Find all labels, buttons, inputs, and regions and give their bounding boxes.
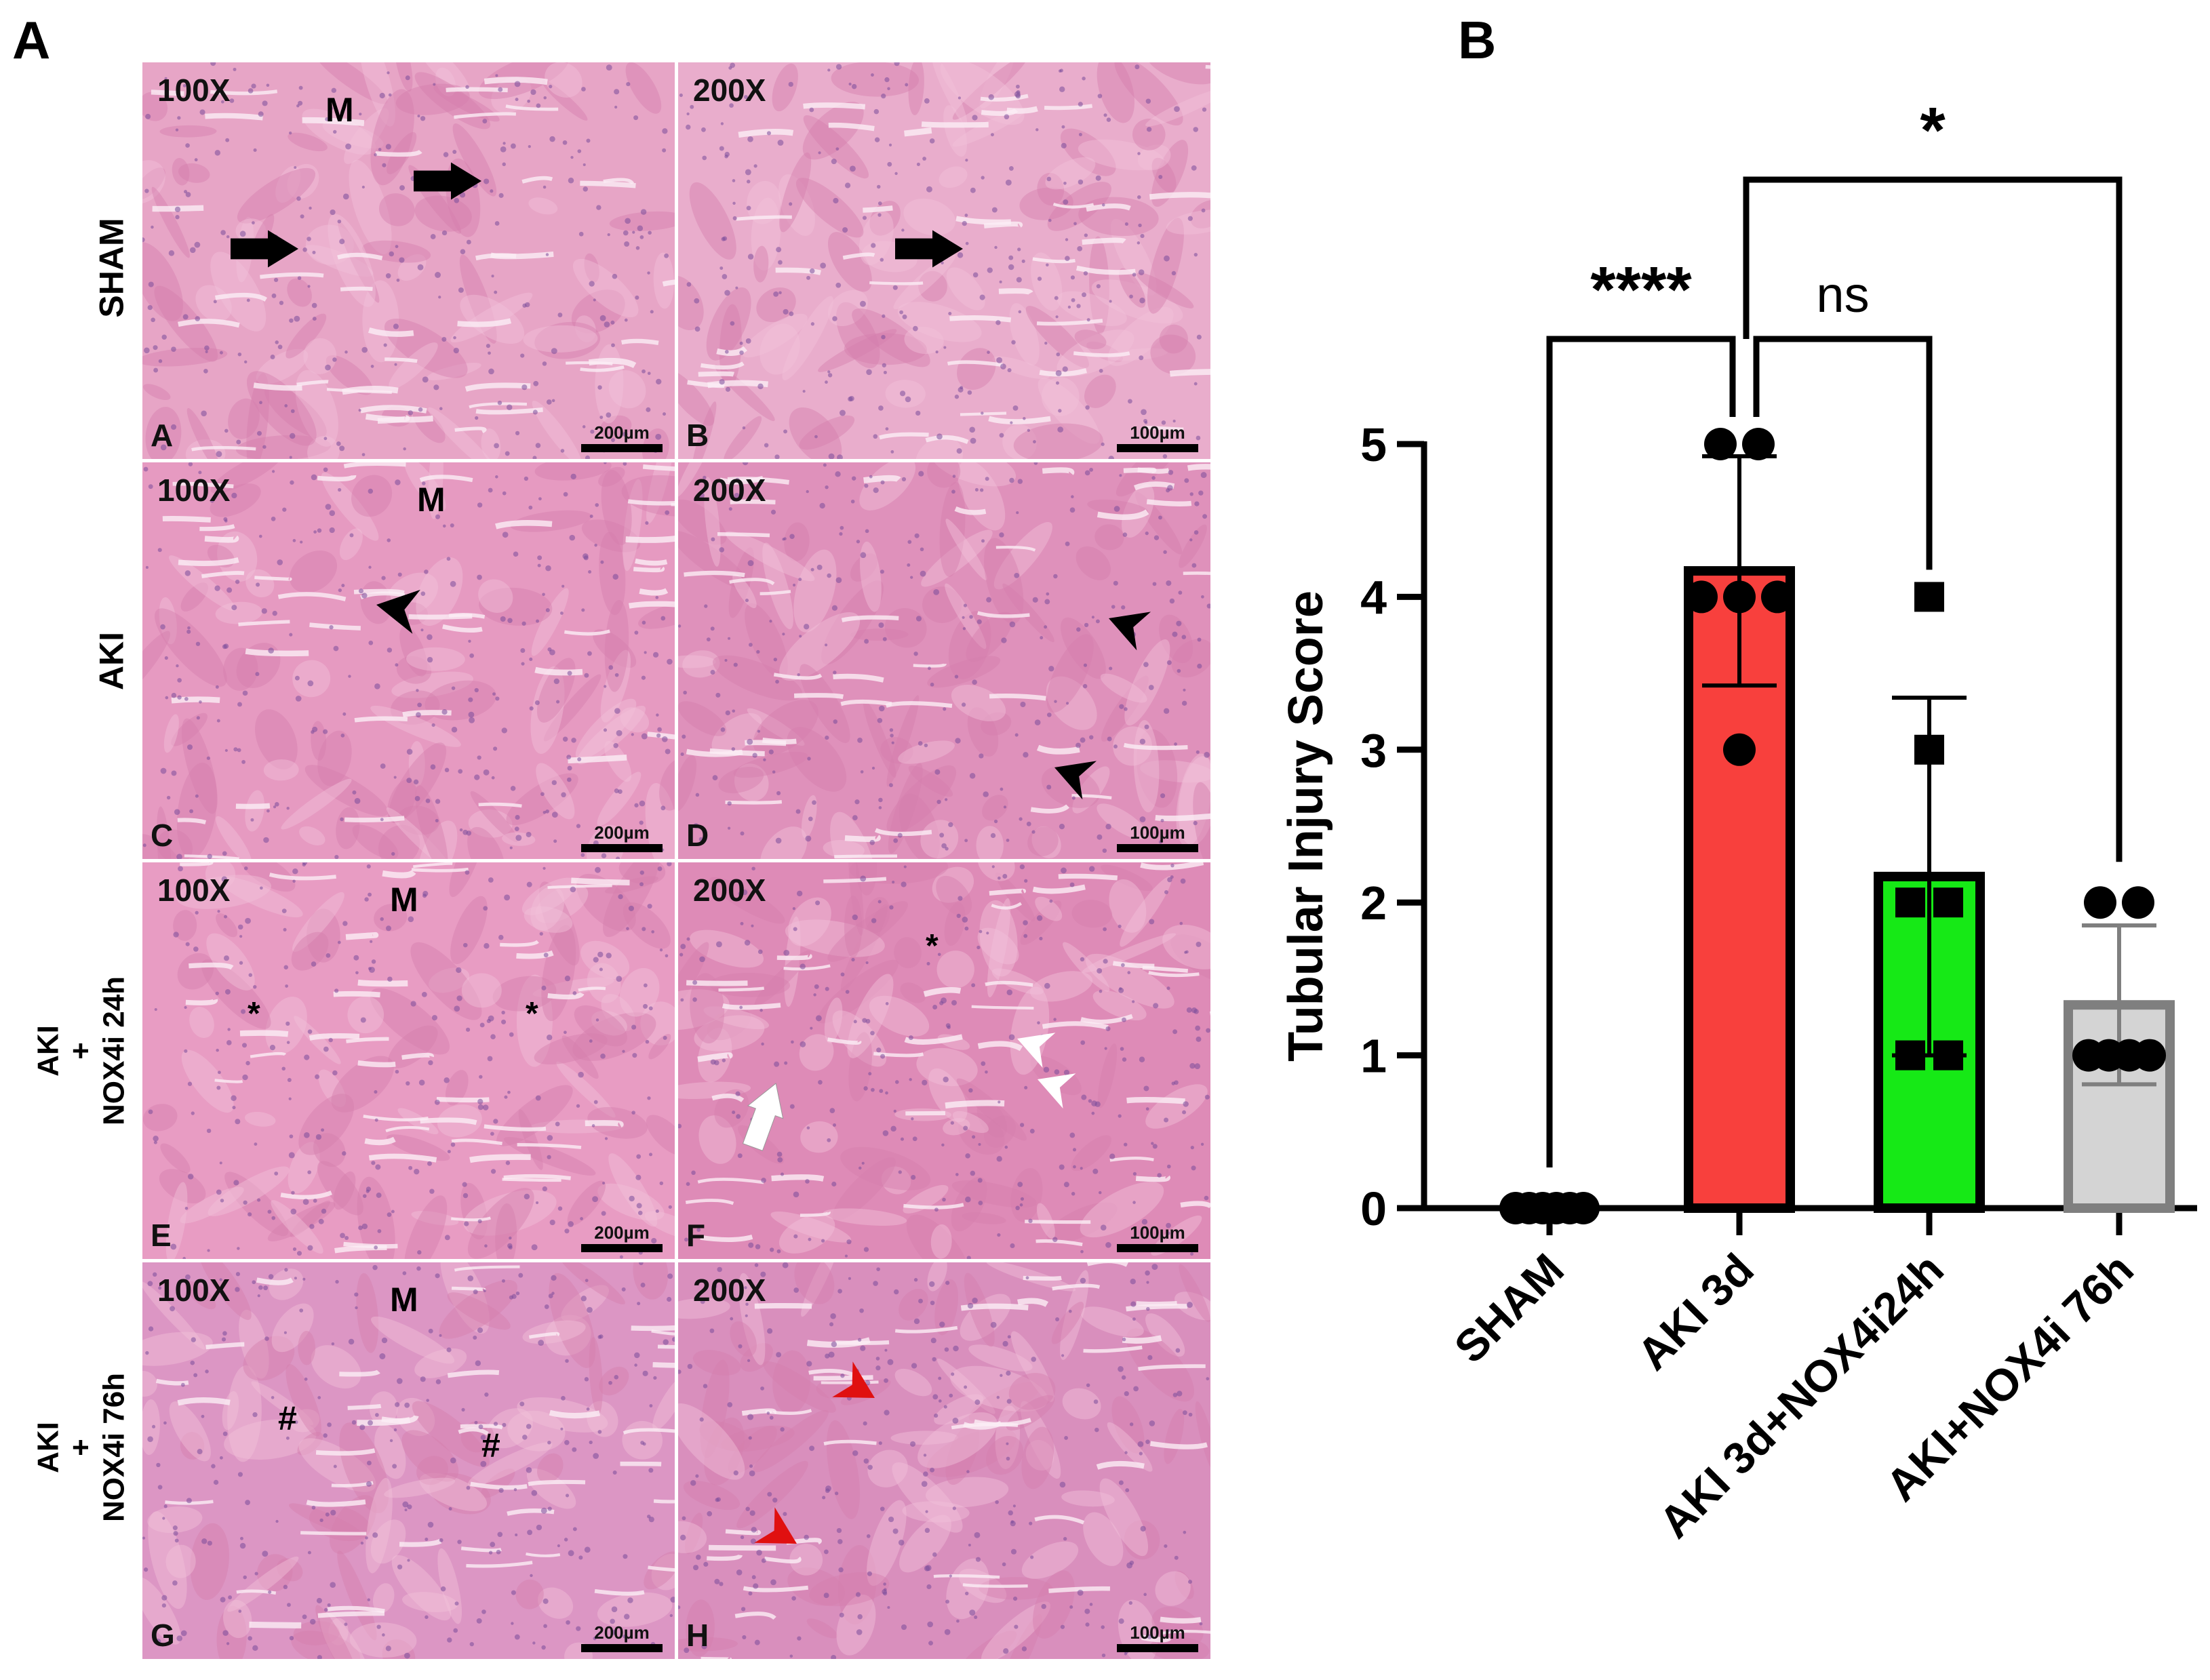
micrograph-e: 100X M * * E 200µm (142, 862, 675, 1259)
data-point (1685, 580, 1718, 614)
data-point (1742, 428, 1775, 460)
magnification-label: 100X (157, 1273, 231, 1308)
region-label-medulla: M (417, 481, 446, 519)
scale-bar: 100µm (1117, 824, 1198, 852)
x-tick-label: SHAM (1444, 1244, 1573, 1373)
arrow-icon (414, 162, 481, 200)
y-tick-label: 3 (1360, 724, 1387, 777)
data-point (1567, 1192, 1600, 1224)
arrowhead-icon (1054, 761, 1097, 800)
magnification-label: 100X (157, 873, 231, 908)
data-point (1895, 1040, 1925, 1071)
magnification-label: 200X (693, 473, 766, 508)
subpanel-letter: F (686, 1218, 706, 1253)
arrowhead-icon (376, 589, 420, 634)
asterisk-marker: * (248, 996, 260, 1032)
asterisk-marker: * (526, 996, 538, 1032)
region-label-medulla: M (325, 91, 354, 129)
region-label-medulla: M (390, 1281, 418, 1319)
scale-bar: 100µm (1117, 1624, 1198, 1652)
subpanel-letter: H (686, 1618, 709, 1653)
scale-bar: 200µm (581, 1224, 663, 1252)
arrow-icon (895, 230, 963, 268)
micrograph-a: 100X M A 200µm (142, 62, 675, 459)
hash-marker: # (278, 1399, 297, 1437)
panel-b-label: B (1458, 10, 1497, 70)
micrograph-g: 100X M # # G 200µm (142, 1262, 675, 1659)
subpanel-letter: D (686, 818, 709, 853)
data-point (1761, 580, 1794, 614)
micrograph-d: 200X D 100µm (678, 462, 1210, 859)
scale-bar: 200µm (581, 824, 663, 852)
magnification-label: 200X (693, 1273, 766, 1308)
arrow-icon (742, 1083, 784, 1151)
magnification-label: 100X (157, 473, 231, 508)
subpanel-letter: A (151, 418, 174, 453)
data-point (1704, 428, 1737, 460)
significance-label: ns (1816, 266, 1869, 323)
tissue-texture (142, 1262, 675, 1659)
data-point (1723, 580, 1756, 614)
significance-bracket (1743, 176, 2123, 862)
region-label-medulla: M (390, 881, 418, 919)
tissue-texture (142, 862, 675, 1259)
magnification-label: 200X (693, 73, 766, 108)
tissue-texture (678, 862, 1210, 1259)
micrograph-f: 200X * F 100µm (678, 862, 1210, 1259)
significance-label: **** (1590, 254, 1692, 326)
asterisk-marker: * (926, 928, 939, 964)
significance-bracket (1753, 336, 1933, 570)
scale-bar: 200µm (581, 1624, 663, 1652)
data-point (1723, 733, 1756, 766)
arrowhead-icon (832, 1361, 875, 1398)
data-point (2122, 886, 2154, 919)
micrograph-c: 100X M C 200µm (142, 462, 675, 859)
subpanel-letter: B (686, 418, 709, 453)
arrowhead-icon (1038, 1073, 1076, 1108)
subpanel-letter: C (151, 818, 174, 853)
y-tick-label: 2 (1360, 877, 1387, 929)
micrograph-b: 200X B 100µm (678, 62, 1210, 459)
x-tick-label: AKI 3d (1627, 1244, 1763, 1380)
arrowhead-icon (1017, 1033, 1056, 1068)
scale-bar: 100µm (1117, 1224, 1198, 1252)
data-point (1895, 887, 1925, 918)
significance-label: * (1920, 94, 1946, 167)
data-point (1914, 582, 1944, 612)
y-axis-label: Tubular Injury Score (1279, 591, 1333, 1062)
tissue-texture (678, 462, 1210, 859)
data-point (2084, 886, 2116, 919)
arrowhead-icon (1109, 612, 1151, 651)
tissue-texture (142, 62, 675, 459)
subpanel-letter: G (151, 1618, 175, 1653)
scale-bar: 200µm (581, 424, 663, 452)
significance-bracket (1546, 336, 1736, 1167)
magnification-label: 100X (157, 73, 231, 108)
tissue-texture (678, 1262, 1210, 1659)
y-tick-label: 1 (1360, 1030, 1387, 1083)
panel-a-label: A (12, 10, 51, 70)
arrow-icon (231, 230, 298, 268)
micrograph-h: 200X H 100µm (678, 1262, 1210, 1659)
hash-marker: # (481, 1426, 500, 1464)
data-point (1933, 1040, 1963, 1071)
magnification-label: 200X (693, 873, 766, 908)
tissue-texture (142, 462, 675, 859)
y-tick-label: 5 (1360, 418, 1387, 471)
subpanel-letter: E (151, 1218, 172, 1253)
y-tick-label: 4 (1360, 571, 1387, 624)
data-point (1933, 887, 1963, 918)
y-tick-label: 0 (1360, 1182, 1387, 1235)
scale-bar: 100µm (1117, 424, 1198, 452)
tissue-texture (678, 62, 1210, 459)
data-point (1914, 734, 1944, 765)
arrowhead-icon (754, 1507, 797, 1544)
data-point (2133, 1039, 2166, 1072)
